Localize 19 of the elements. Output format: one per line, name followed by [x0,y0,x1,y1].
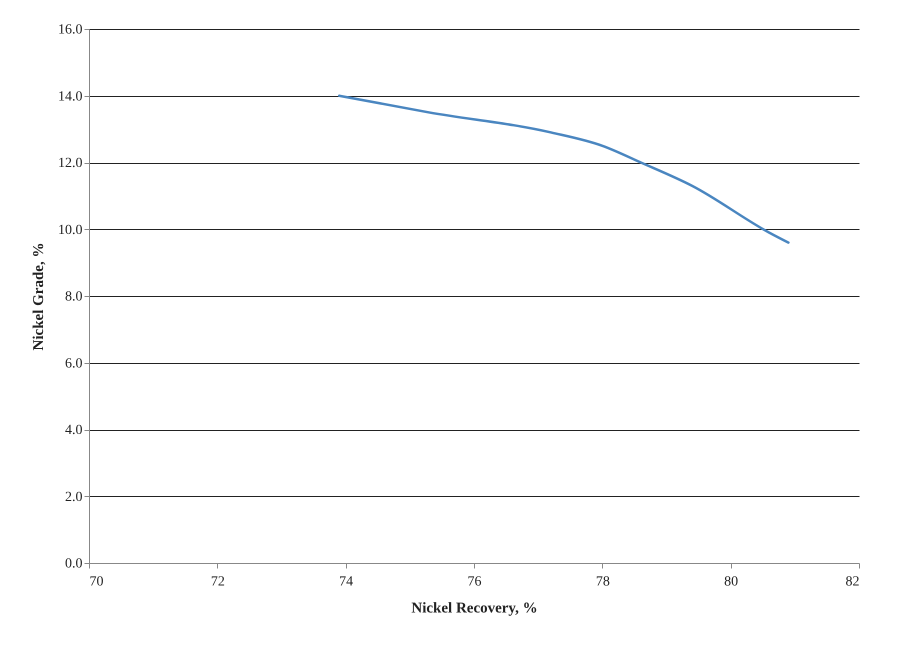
x-tick-label: 78 [596,574,610,590]
x-tick-label: 74 [339,574,354,590]
x-tick-label: 72 [210,574,225,590]
x-axis-title: Nickel Recovery, % [411,600,538,616]
y-tick-label: 2.0 [65,490,82,505]
y-tick-label: 10.0 [58,222,82,238]
line-series [338,94,790,244]
x-tick-label: 80 [724,574,738,590]
y-tick-label: 12.0 [58,156,82,171]
y-tick-label: 6.0 [65,356,82,372]
y-tick-label: 16.0 [58,22,82,38]
y-tick-label: 0.0 [65,556,82,572]
y-tick-label: 14.0 [58,89,82,104]
x-tick-label: 76 [468,574,482,590]
y-tick-label: 4.0 [65,423,82,438]
y-axis-title: Nickel Grade, % [31,242,47,350]
x-tick-label: 70 [90,574,104,590]
x-tick-label: 82 [846,574,860,590]
y-tick-label: 8.0 [65,290,82,304]
